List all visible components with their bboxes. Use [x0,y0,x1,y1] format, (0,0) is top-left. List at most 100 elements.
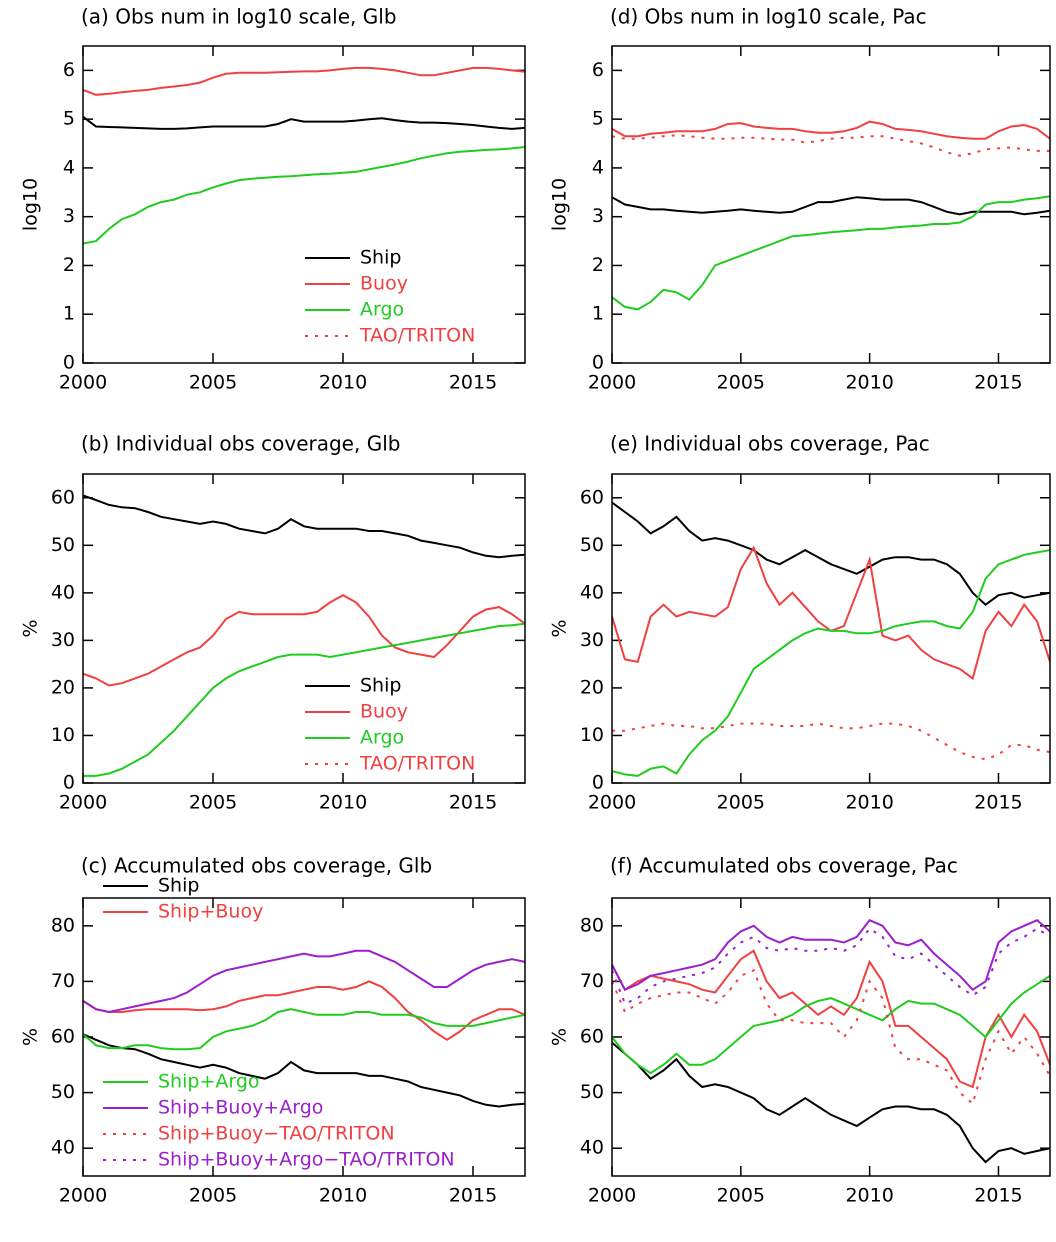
y-tick-label: 80 [580,914,604,936]
x-tick-label: 2015 [974,792,1022,814]
y-tick-label: 30 [51,629,75,651]
y-tick-label: 60 [580,1026,604,1048]
y-tick-label: 30 [580,629,604,651]
legend-label: Ship [158,875,199,897]
series-line [612,974,1050,1075]
y-tick-label: 40 [580,1137,604,1159]
legend-label: Ship+Buoy [158,901,263,923]
x-tick-label: 2005 [717,792,765,814]
y-axis-label: % [549,1028,571,1046]
x-tick-label: 2015 [974,1185,1022,1207]
series-line [612,918,1050,991]
x-tick-label: 2010 [319,1185,367,1207]
panel-title: (c) Accumulated obs coverage, Glb [81,854,432,878]
x-tick-label: 2010 [319,372,367,394]
series-line [83,980,525,1041]
x-tick-label: 2000 [588,1185,636,1207]
panel-title: (b) Individual obs coverage, Glb [81,432,400,456]
y-tick-label: 50 [580,1081,604,1103]
y-tick-label: 10 [580,724,604,746]
y-tick-label: 60 [51,486,75,508]
y-tick-label: 60 [51,1026,75,1048]
y-tick-label: 6 [63,59,75,81]
y-tick-label: 50 [51,1081,75,1103]
legend-label: TAO/TRITON [359,753,475,775]
y-tick-label: 80 [51,914,75,936]
legend-label: Ship+Buoy+Argo−TAO/TRITON [158,1149,455,1171]
y-tick-label: 50 [580,534,604,556]
legend-label: Ship [360,247,401,269]
x-tick-label: 2015 [449,792,497,814]
series-line [612,1041,1050,1164]
series-line [612,549,1050,777]
series-line [612,195,1050,311]
plot-frame [82,473,526,784]
y-tick-label: 0 [63,772,75,794]
y-tick-label: 6 [592,59,604,81]
series-line [83,594,525,687]
panel-title: (e) Individual obs coverage, Pac [610,432,930,456]
y-tick-label: 40 [51,1137,75,1159]
y-tick-label: 3 [592,205,604,227]
y-tick-label: 40 [580,581,604,603]
x-tick-label: 2000 [59,372,107,394]
y-tick-label: 40 [51,581,75,603]
series-line [612,120,1050,140]
legend-label: Ship+Buoy−TAO/TRITON [158,1123,395,1145]
panel: (d) Obs num in log10 scale, Pac log10 0 1 2 3… [549,5,1051,394]
plot-frame [82,45,526,364]
y-tick-label: 0 [592,772,604,794]
panel-title: (f) Accumulated obs coverage, Pac [610,854,958,878]
x-tick-label: 2005 [717,372,765,394]
x-tick-label: 2010 [845,1185,893,1207]
x-tick-label: 2015 [974,372,1022,394]
y-tick-label: 0 [592,352,604,374]
y-tick-label: 5 [592,108,604,130]
series-line [83,1033,525,1108]
y-axis-label: % [20,619,42,637]
series-line [83,1008,525,1051]
y-tick-label: 20 [580,676,604,698]
series-line [83,622,525,777]
x-tick-label: 2010 [845,792,893,814]
y-tick-label: 4 [592,156,604,178]
series-line [612,501,1050,606]
legend-label: TAO/TRITON [359,325,475,347]
plot-frame [611,473,1051,784]
y-tick-label: 2 [63,254,75,276]
y-tick-label: 50 [51,534,75,556]
y-tick-label: 70 [51,970,75,992]
series-line [612,927,1050,1005]
series-line [612,949,1050,1089]
plot-frame [82,897,526,1177]
x-tick-label: 2000 [588,372,636,394]
series-line [612,545,1050,681]
y-axis-label: % [549,619,571,637]
y-tick-label: 70 [580,970,604,992]
y-tick-label: 20 [51,676,75,698]
x-tick-label: 2005 [717,1185,765,1207]
panel: (c) Accumulated obs coverage, Glb% 40 50 60… [20,854,526,1207]
series-line [612,134,1050,157]
plot-frame [611,45,1051,364]
series-line [83,66,525,96]
series-line [83,494,525,559]
legend-label: Argo [360,299,404,321]
series-line [83,949,525,1014]
series-line [83,146,525,245]
x-tick-label: 2000 [588,792,636,814]
y-tick-label: 4 [63,156,75,178]
panel-title: (a) Obs num in log10 scale, Glb [81,5,397,29]
y-tick-label: 2 [592,254,604,276]
series-line [612,722,1050,761]
panel-title: (d) Obs num in log10 scale, Pac [610,5,927,29]
x-tick-label: 2000 [59,792,107,814]
y-tick-label: 1 [592,303,604,325]
legend-label: Ship+Argo [158,1071,260,1093]
x-tick-label: 2000 [59,1185,107,1207]
legend-label: Buoy [360,273,408,295]
x-tick-label: 2005 [189,1185,237,1207]
panel: (b) Individual obs coverage, Glb% 0 10 20 30… [20,432,526,814]
y-tick-label: 3 [63,205,75,227]
